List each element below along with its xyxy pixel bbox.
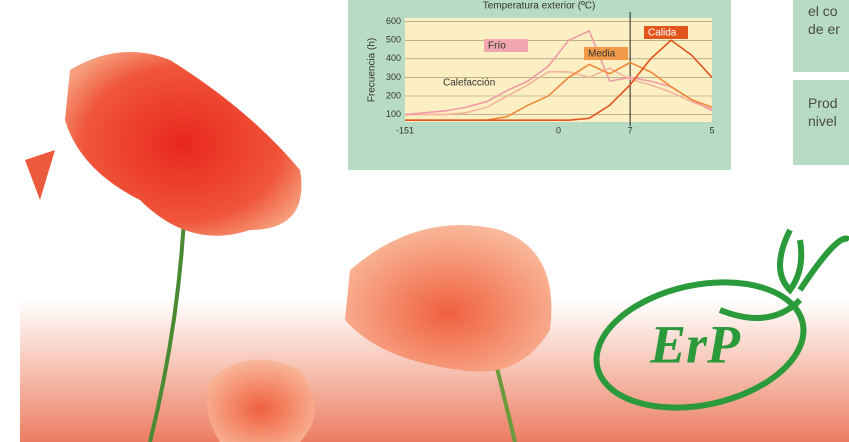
side-box: el co de er	[793, 0, 849, 72]
poppy	[345, 225, 552, 372]
series-line	[405, 39, 713, 121]
series-line	[404, 29, 713, 116]
x-tick-label: 5	[709, 125, 714, 135]
legend-label: Media	[588, 49, 616, 60]
stem	[148, 199, 187, 442]
x-tick-label: 7	[628, 125, 633, 135]
poppy	[65, 52, 302, 236]
side-text: el co	[808, 3, 838, 19]
logo-ring	[593, 279, 807, 411]
x-tick-label: 0	[556, 125, 561, 135]
side-text: de er	[808, 21, 840, 37]
side-box: Prod nivel	[793, 80, 849, 165]
logo-text: ErP	[649, 314, 741, 374]
y-axis-label: Frecuencia (h)	[367, 38, 378, 102]
petal	[25, 150, 55, 200]
series-line	[405, 67, 713, 116]
y-tick-label: 100	[386, 109, 401, 119]
legend-label: Frío	[488, 41, 506, 52]
chart: Temperatura exterior (ºC) Frecuencia (h)…	[348, 0, 731, 170]
side-text: Prod	[808, 95, 838, 111]
chart-title: Temperatura exterior (ºC)	[483, 1, 596, 12]
y-tick-label: 500	[386, 35, 401, 45]
legend-label: Calida	[648, 28, 677, 39]
y-tick-label: 400	[386, 53, 401, 63]
legend-box	[484, 39, 528, 52]
x-tick-label: -151	[396, 125, 414, 135]
legend-label: Calefacción	[443, 78, 495, 89]
y-tick-label: 200	[386, 90, 401, 100]
legend-box	[584, 47, 628, 60]
side-text: nivel	[808, 113, 837, 129]
poppy	[206, 359, 315, 442]
y-tick-label: 300	[386, 72, 401, 82]
legend-box	[644, 26, 688, 39]
y-tick-label: 600	[386, 16, 401, 26]
